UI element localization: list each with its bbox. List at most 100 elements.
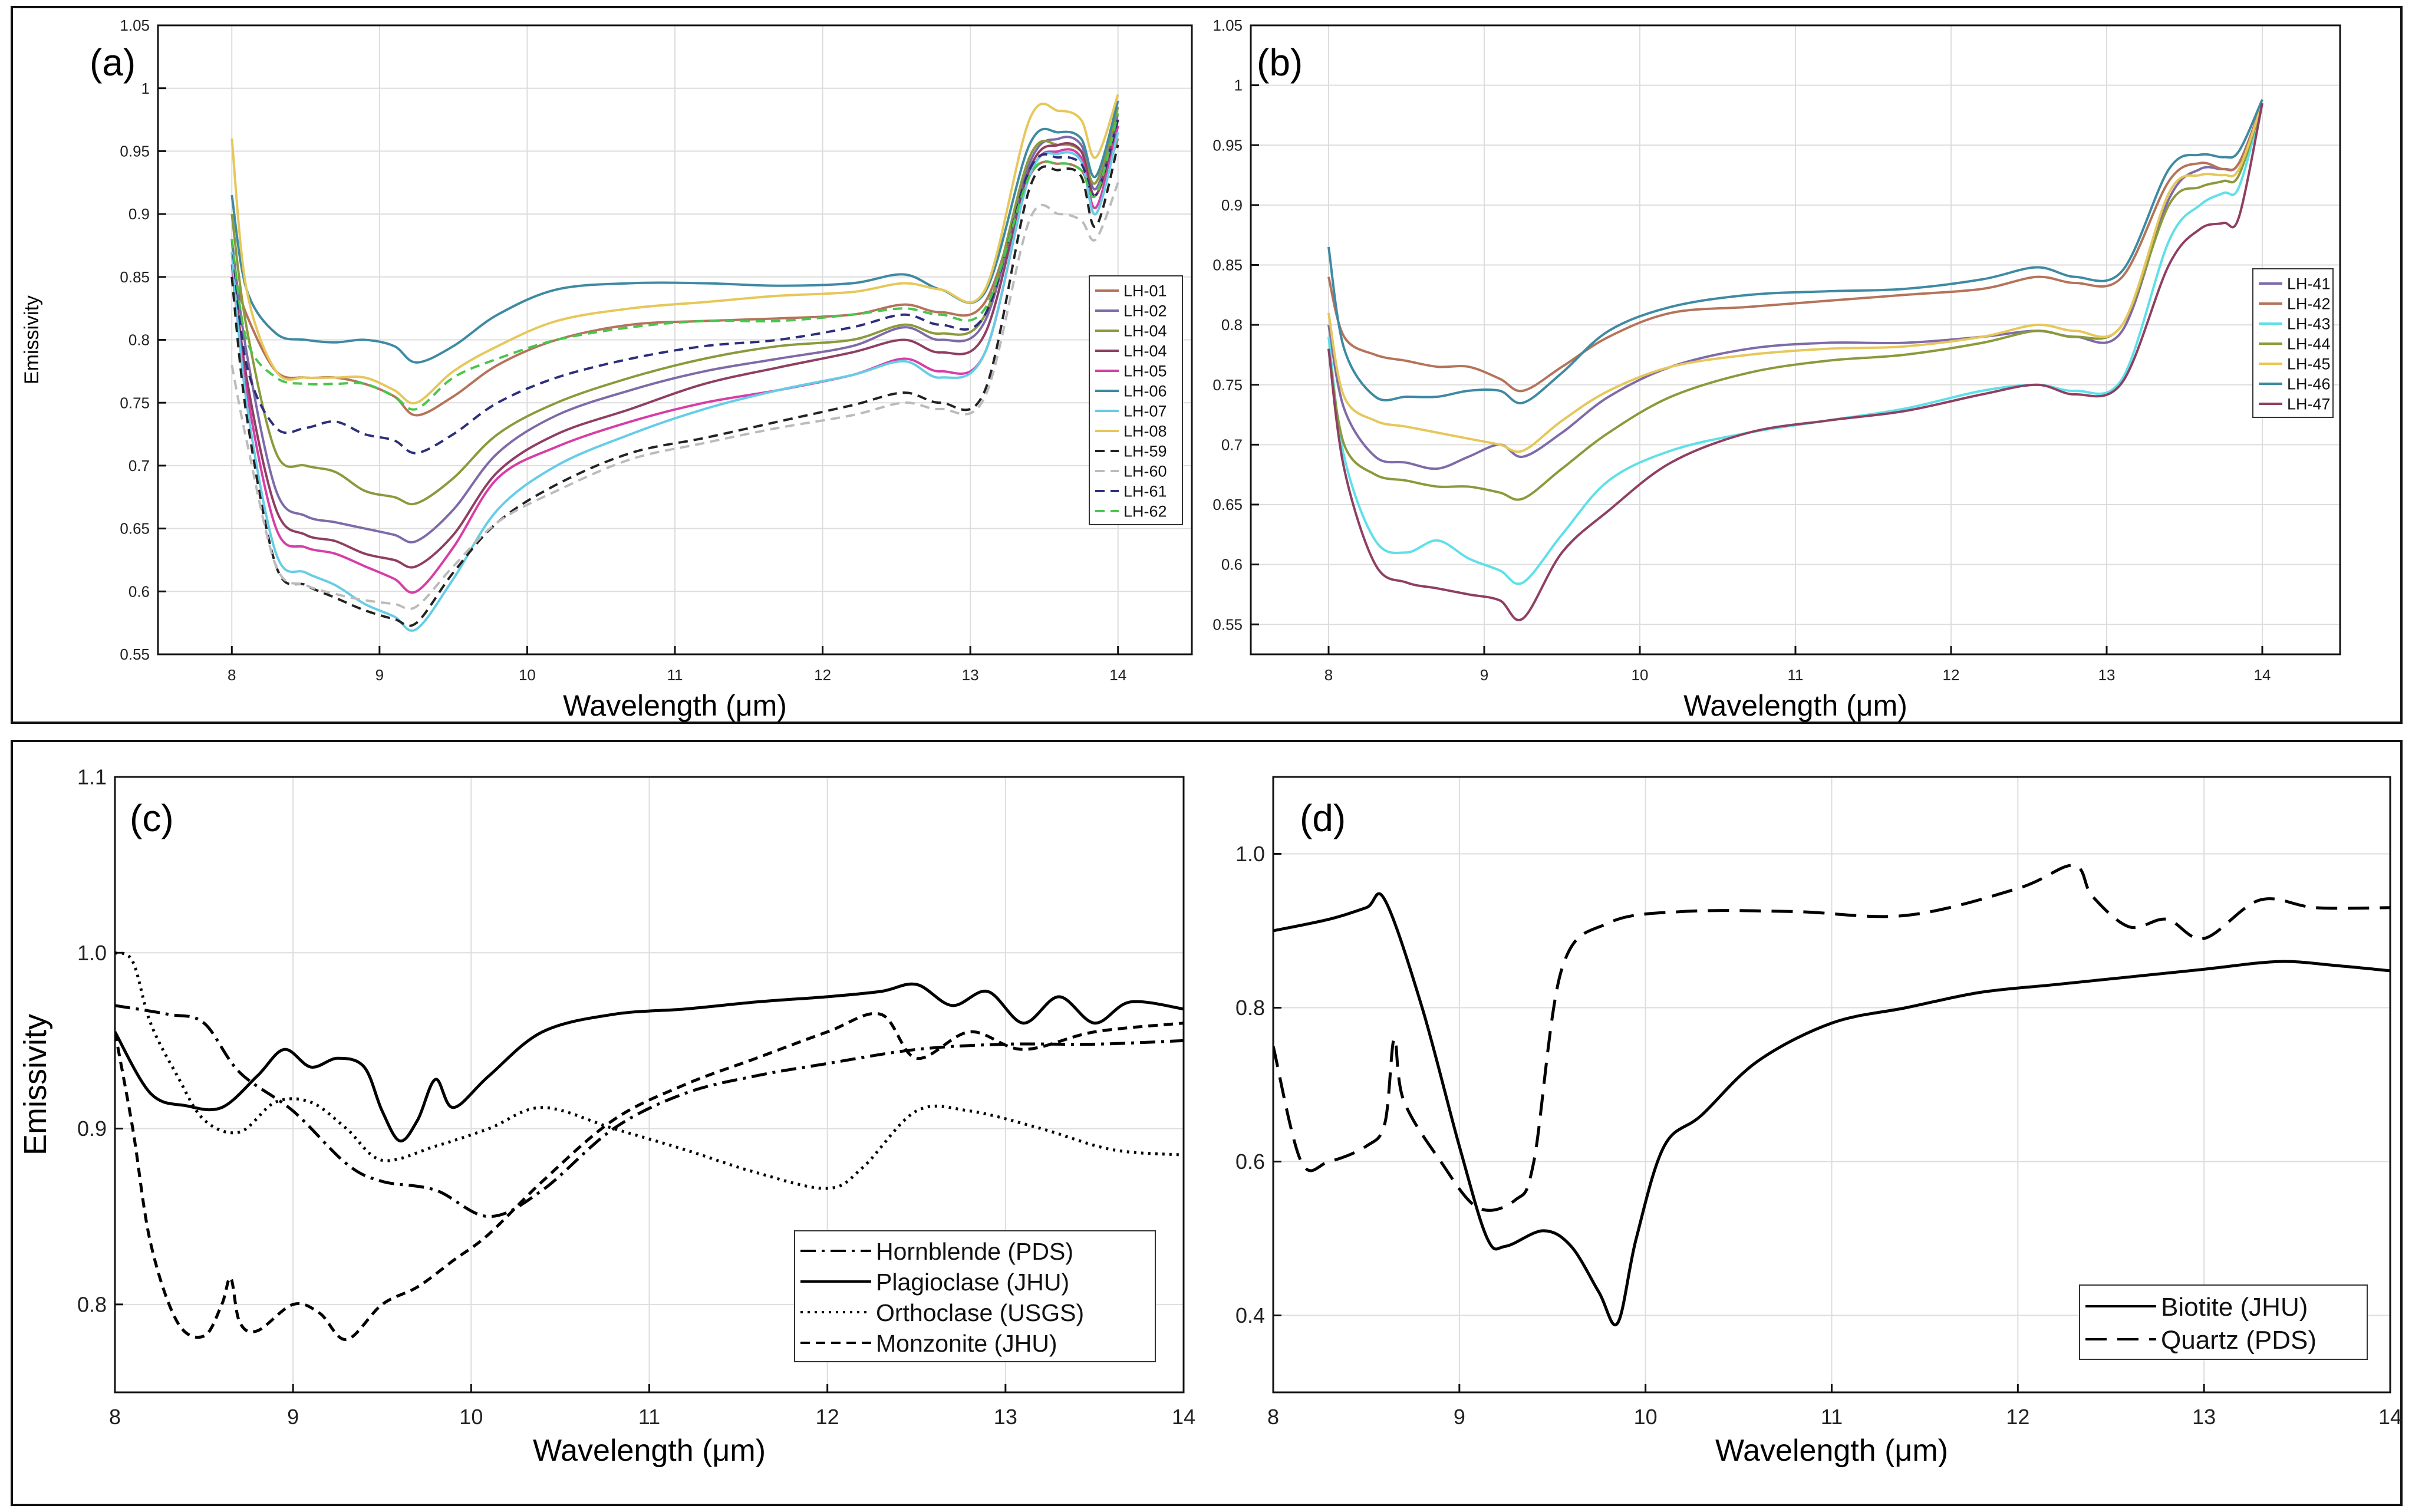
series-group <box>115 951 1184 1341</box>
x-tick-label: 14 <box>2254 666 2271 684</box>
x-tick-label: 11 <box>667 666 683 684</box>
series-line-plagioclase-jhu- <box>115 982 1184 1143</box>
x-tick-label: 8 <box>1267 1405 1279 1429</box>
panel-label: (c) <box>130 797 174 839</box>
x-tick-label: 13 <box>2192 1405 2216 1429</box>
legend-label: LH-01 <box>1123 282 1167 300</box>
x-tick-label: 14 <box>1172 1405 1195 1429</box>
series-line-lh-02 <box>230 113 1119 543</box>
y-tick-label: 0.95 <box>1212 136 1243 154</box>
legend-label: Hornblende (PDS) <box>876 1238 1073 1265</box>
y-tick-label: 0.85 <box>120 268 150 286</box>
series-line-lh-44 <box>1327 103 2263 501</box>
y-tick-label: 0.55 <box>120 645 150 663</box>
x-tick-label: 14 <box>2378 1405 2402 1429</box>
y-tick-label: 0.95 <box>120 143 150 160</box>
y-tick-label: 0.6 <box>1221 556 1243 574</box>
chart-panel-c: 8 9 10 11 12 13 14 0.8 0.9 1.0 1.1 Wavelength (μm) E… <box>18 765 1195 1468</box>
x-tick-label: 10 <box>1634 1405 1658 1429</box>
y-tick-label: 0.65 <box>120 520 150 538</box>
x-axis-title: Wavelength (μm) <box>533 1434 766 1468</box>
legend-box <box>1089 275 1183 525</box>
series-group <box>1327 99 2263 621</box>
y-tick-label: 1.05 <box>1212 17 1243 34</box>
chart-panel-a: 8 9 10 11 12 13 14 0.55 0.6 0.65 0.7 0.75 0.8 0.85 0.9… <box>21 17 1193 722</box>
legend-label: LH-02 <box>1123 302 1167 320</box>
series-group <box>1273 864 2390 1326</box>
top-figure-frame <box>11 6 2403 724</box>
y-tick-label: 0.75 <box>120 394 150 411</box>
legend-label: LH-59 <box>1123 443 1167 460</box>
x-tick-label: 13 <box>994 1405 1017 1429</box>
series-line-lh-06 <box>230 100 1119 364</box>
x-tick-label: 13 <box>2098 666 2116 684</box>
x-tick-label: 11 <box>1788 666 1804 684</box>
y-tick-label: 0.7 <box>1221 436 1243 453</box>
y-tick-label: 1 <box>141 80 150 97</box>
x-tick-label: 9 <box>1454 1405 1465 1429</box>
y-tick-label: 0.9 <box>1221 196 1243 214</box>
y-tick-label: 0.9 <box>128 205 150 223</box>
series-line-monzonite-jhu- <box>115 1012 1184 1341</box>
series-line-lh-08 <box>230 94 1119 405</box>
x-tick-label: 10 <box>1632 666 1649 684</box>
series-line-hornblende-pds- <box>115 1004 1184 1218</box>
y-tick-label: 0.8 <box>1235 996 1265 1020</box>
series-line-lh-41 <box>1327 103 2263 470</box>
x-tick-label: 8 <box>109 1405 121 1429</box>
legend-label: LH-04 <box>1123 342 1167 360</box>
legend-label: Biotite (JHU) <box>2161 1293 2308 1322</box>
legend: LH-41 LH-42 LH-43 LH-44 LH-45 LH-46 LH-47 <box>2252 268 2334 418</box>
series-line-quartz-pds- <box>1273 864 2390 1212</box>
legend-box <box>2079 1284 2368 1360</box>
y-tick-label: 0.6 <box>1235 1149 1265 1174</box>
series-line-orthoclase-usgs- <box>115 951 1184 1190</box>
x-tick-label: 12 <box>816 1405 839 1429</box>
x-axis-title: Wavelength (μm) <box>563 689 787 722</box>
panel-label: (a) <box>90 41 136 84</box>
y-tick-label: 0.8 <box>77 1292 107 1316</box>
legend-label: LH-05 <box>1123 363 1167 380</box>
y-tick-label: 0.65 <box>1212 496 1243 513</box>
legend-label: LH-43 <box>2287 315 2331 333</box>
x-tick-label: 11 <box>1821 1405 1843 1429</box>
x-tick-label: 8 <box>1324 666 1333 684</box>
series-line-lh-04 <box>230 107 1119 506</box>
legend-label: Plagioclase (JHU) <box>876 1269 1069 1296</box>
x-tick-label: 10 <box>519 666 536 684</box>
x-axis-title: Wavelength (μm) <box>1683 689 1907 722</box>
legend-label: LH-42 <box>2287 295 2331 313</box>
legend-label: LH-06 <box>1123 383 1167 400</box>
legend-label: LH-07 <box>1123 403 1167 420</box>
series-line-lh-60 <box>230 182 1119 610</box>
series-line-biotite-jhu- <box>1273 892 2390 1326</box>
series-line-lh-47 <box>1327 103 2263 621</box>
legend-label: LH-62 <box>1123 503 1167 521</box>
legend-label: LH-08 <box>1123 423 1167 440</box>
y-tick-label: 0.75 <box>1212 376 1243 394</box>
x-tick-label: 12 <box>2006 1405 2029 1429</box>
series-line-lh-42 <box>1327 103 2263 393</box>
x-axis-title: Wavelength (μm) <box>1715 1434 1948 1468</box>
legend-label: Quartz (PDS) <box>2161 1326 2317 1355</box>
y-tick-label: 1.0 <box>77 941 107 965</box>
legend: Biotite (JHU) Quartz (PDS) <box>2079 1284 2368 1360</box>
legend-label: LH-41 <box>2287 275 2331 293</box>
legend-label: Monzonite (JHU) <box>876 1330 1057 1357</box>
x-tick-label: 12 <box>814 666 831 684</box>
legend-label: LH-61 <box>1123 483 1167 500</box>
legend-label: Orthoclase (USGS) <box>876 1299 1084 1326</box>
y-tick-label: 0.6 <box>128 582 150 600</box>
x-tick-label: 12 <box>1943 666 1960 684</box>
y-tick-label: 0.9 <box>77 1116 107 1141</box>
y-tick-label: 0.7 <box>128 457 150 475</box>
bottom-figure-frame <box>11 740 2403 1506</box>
y-tick-label: 0.85 <box>1212 256 1243 274</box>
panel-label: (b) <box>1257 41 1303 84</box>
y-axis-title: Emissivity <box>18 1014 53 1155</box>
series-line-lh-62 <box>230 113 1119 411</box>
y-tick-label: 1.05 <box>120 17 150 34</box>
x-tick-label: 8 <box>228 666 236 684</box>
chart-panel-d: 8 9 10 11 12 13 14 0.4 0.6 0.8 1.0 Wavelength (μm) (… <box>1235 776 2402 1468</box>
